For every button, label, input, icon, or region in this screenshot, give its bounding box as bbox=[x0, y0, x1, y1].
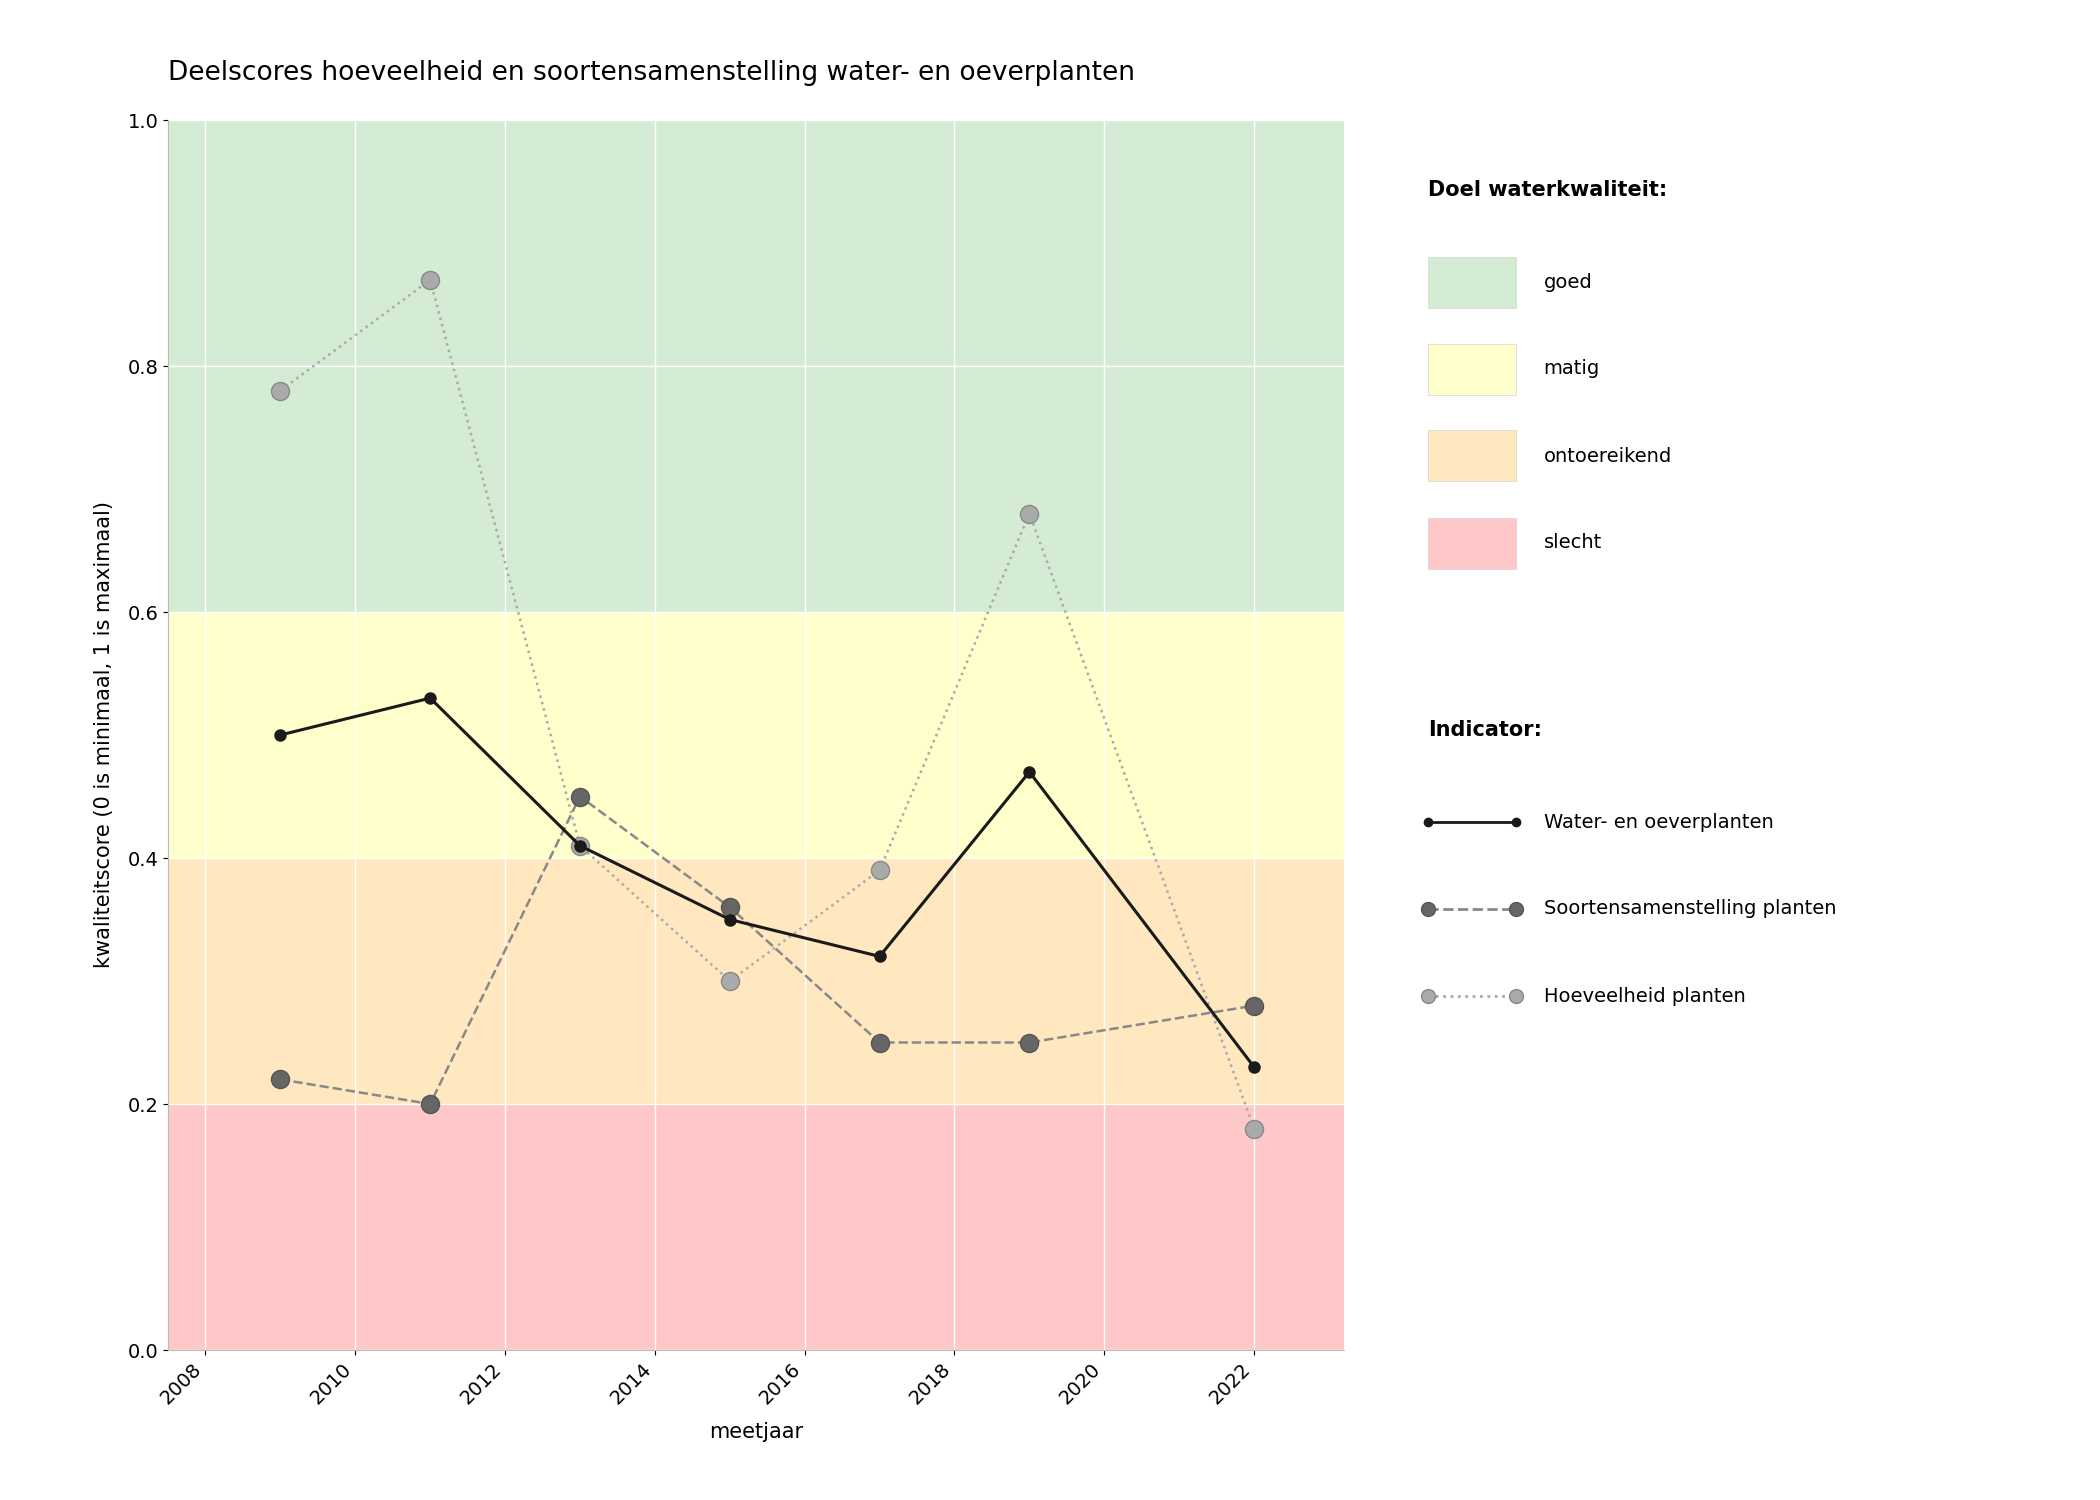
Text: matig: matig bbox=[1544, 360, 1600, 378]
X-axis label: meetjaar: meetjaar bbox=[710, 1422, 802, 1442]
Text: goed: goed bbox=[1544, 273, 1592, 291]
Text: Water- en oeverplanten: Water- en oeverplanten bbox=[1544, 813, 1772, 831]
Bar bbox=[168, 612, 1344, 858]
Bar bbox=[168, 120, 1344, 612]
Text: Indicator:: Indicator: bbox=[1428, 720, 1541, 740]
Y-axis label: kwaliteitscore (0 is minimaal, 1 is maximaal): kwaliteitscore (0 is minimaal, 1 is maxi… bbox=[94, 501, 113, 969]
Text: Soortensamenstelling planten: Soortensamenstelling planten bbox=[1544, 900, 1835, 918]
Bar bbox=[168, 1104, 1344, 1350]
Bar bbox=[168, 858, 1344, 1104]
Text: Doel waterkwaliteit:: Doel waterkwaliteit: bbox=[1428, 180, 1667, 200]
Text: ontoereikend: ontoereikend bbox=[1544, 447, 1672, 465]
Text: Deelscores hoeveelheid en soortensamenstelling water- en oeverplanten: Deelscores hoeveelheid en soortensamenst… bbox=[168, 60, 1134, 86]
Text: slecht: slecht bbox=[1544, 534, 1602, 552]
Text: Hoeveelheid planten: Hoeveelheid planten bbox=[1544, 987, 1745, 1005]
